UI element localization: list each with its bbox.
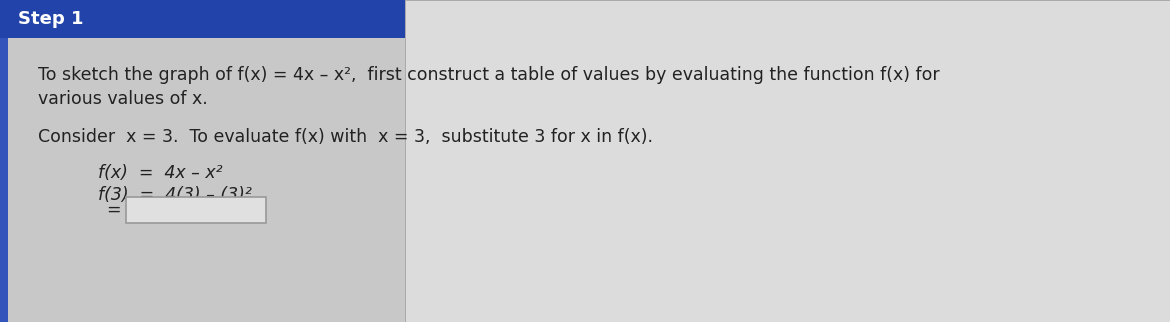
Bar	[0, 0, 405, 38]
Text: f(x)  =  4x – x²: f(x) = 4x – x²	[98, 164, 222, 182]
Bar	[0, 38, 405, 322]
Bar	[405, 0, 1170, 322]
Text: f(3)  =  4(3) – (3)²: f(3) = 4(3) – (3)²	[98, 186, 252, 204]
Text: Consider  x = 3.  To evaluate f(x) with  x = 3,  substitute 3 for x in f(x).: Consider x = 3. To evaluate f(x) with x …	[37, 128, 653, 146]
Text: Step 1: Step 1	[18, 10, 83, 28]
Text: various values of x.: various values of x.	[37, 90, 208, 108]
Bar	[0, 0, 8, 322]
Bar	[126, 197, 266, 223]
Text: =: =	[106, 201, 121, 219]
Text: To sketch the graph of f(x) = 4x – x²,  first construct a table of values by eva: To sketch the graph of f(x) = 4x – x², f…	[37, 66, 940, 84]
